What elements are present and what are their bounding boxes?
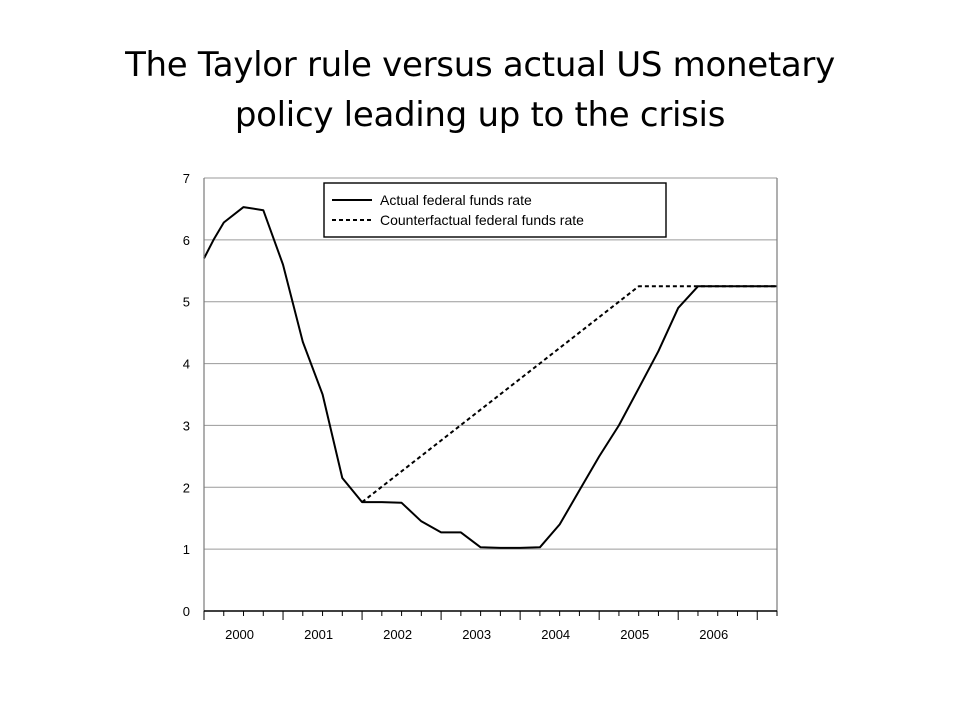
x-tick-label-2006: 2006 (699, 627, 728, 642)
y-tick-label-6: 6 (183, 233, 190, 248)
x-tick-label-2003: 2003 (462, 627, 491, 642)
legend-box (323, 182, 667, 238)
legend-label-actual: Actual federal funds rate (380, 192, 532, 208)
y-tick-label-2: 2 (183, 480, 190, 495)
series-line-actual (203, 206, 777, 549)
y-tick-label-4: 4 (183, 357, 190, 372)
legend: Actual federal funds rate Counterfactual … (323, 182, 667, 238)
axes: 0 1 2 3 4 5 6 7 2000 2001 2002 2003 2004 2005 2006 (183, 171, 778, 642)
series-line-counterfactual (361, 285, 777, 503)
y-tick-label-3: 3 (183, 418, 190, 433)
x-tick-label-2004: 2004 (541, 627, 570, 642)
legend-label-counterfactual: Counterfactual federal funds rate (380, 212, 584, 228)
y-tick-label-5: 5 (183, 295, 190, 310)
y-tick-label-7: 7 (183, 171, 190, 186)
x-tick-label-2001: 2001 (304, 627, 333, 642)
slide-title-line-2: policy leading up to the crisis (234, 95, 726, 135)
y-tick-label-0: 0 (183, 604, 190, 619)
x-tick-label-2005: 2005 (620, 627, 649, 642)
x-tick-label-2000: 2000 (225, 627, 254, 642)
y-tick-label-1: 1 (183, 542, 190, 557)
slide-title-line-1: The Taylor rule versus actual US monetar… (125, 45, 835, 85)
series-lines (203, 206, 777, 549)
grid-lines (204, 177, 777, 550)
x-tick-label-2002: 2002 (383, 627, 412, 642)
slide-title: The Taylor rule versus actual US monetar… (0, 40, 960, 140)
